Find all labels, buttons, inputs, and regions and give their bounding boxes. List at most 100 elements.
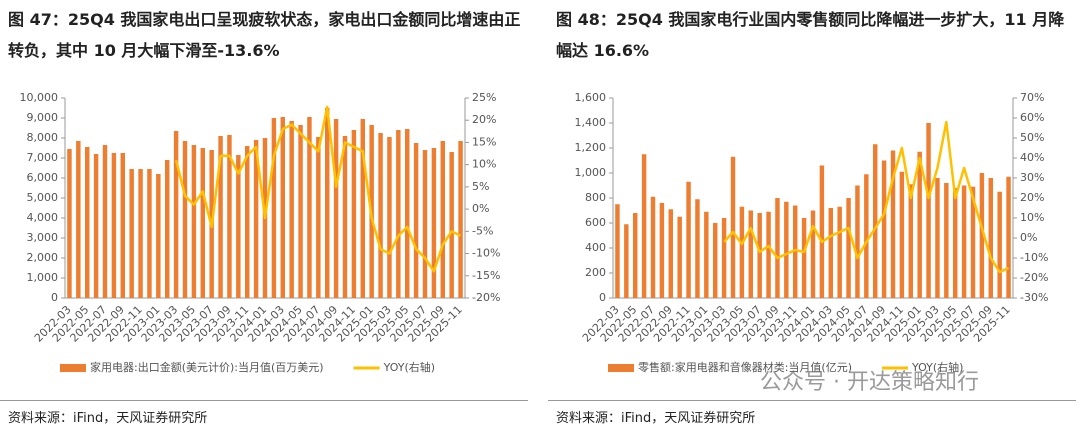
bar — [988, 178, 993, 298]
y2-tick-label: -20% — [1020, 271, 1048, 284]
bar — [449, 152, 454, 298]
bar — [615, 204, 620, 298]
y2-tick-label: -10% — [1020, 251, 1048, 264]
bar — [997, 191, 1002, 298]
bar — [182, 141, 188, 298]
bar — [316, 137, 321, 298]
y2-tick-label: -10% — [472, 247, 500, 260]
bar — [935, 178, 940, 298]
bar — [325, 108, 330, 298]
bar — [953, 188, 958, 298]
y-tick-label: 0 — [599, 291, 606, 304]
bar — [218, 136, 223, 298]
y-tick-label: 400 — [585, 241, 606, 254]
bar — [846, 198, 851, 298]
bar — [147, 169, 152, 298]
bar — [431, 148, 437, 298]
chart: 0 1,000 2,000 3,000 4,000 5,000 6,000 7,000 8,00… — [20, 91, 501, 374]
legend-swatch — [608, 364, 634, 372]
bar — [111, 153, 117, 298]
bar — [961, 185, 967, 298]
y2-tick-label: 0% — [1020, 231, 1037, 244]
y-tick-label: 5,000 — [27, 191, 59, 204]
bar — [440, 141, 445, 298]
source: 资料来源：iFind，天风证券研究所 — [556, 411, 756, 426]
bar — [837, 206, 842, 298]
y-tick-label: 1,400 — [575, 116, 607, 129]
bar — [1006, 176, 1011, 298]
bar — [280, 117, 285, 298]
y-tick-label: 1,000 — [27, 271, 59, 284]
y-tick-label: 6,000 — [27, 171, 59, 184]
bar — [165, 160, 170, 298]
bar — [120, 153, 125, 298]
y-tick-label: 4,000 — [27, 211, 59, 224]
bar — [413, 143, 419, 298]
bar — [227, 135, 232, 298]
bar — [970, 186, 976, 298]
legend-label: YOY(右轴) — [383, 360, 435, 374]
y2-tick-label: 10% — [1020, 211, 1044, 224]
y2-tick-label: 40% — [1020, 151, 1044, 164]
bar — [129, 169, 134, 298]
bar — [253, 140, 259, 298]
bar — [650, 196, 656, 298]
bar — [721, 218, 727, 298]
bar — [405, 129, 410, 298]
bar — [793, 205, 798, 298]
y2-tick-label: 15% — [472, 135, 496, 148]
y-tick-label: 7,000 — [27, 151, 59, 164]
bar — [695, 199, 700, 298]
bar — [979, 173, 985, 298]
y2-tick-label: -30% — [1020, 291, 1048, 304]
y-tick-label: 10,000 — [20, 91, 59, 104]
bar — [713, 223, 718, 298]
bar — [156, 174, 161, 298]
source: 资料来源：iFind，天风证券研究所 — [8, 411, 208, 426]
legend-label: YOY(右轴) — [911, 360, 963, 374]
legend-swatch — [60, 364, 86, 372]
bar — [801, 218, 807, 298]
bar — [85, 147, 90, 298]
bar — [819, 165, 825, 298]
bar — [668, 209, 673, 298]
y2-tick-label: 20% — [1020, 191, 1044, 204]
y-tick-label: 1,200 — [575, 141, 607, 154]
y-tick-label: 1,600 — [575, 91, 607, 104]
bar — [944, 183, 949, 298]
bar — [748, 210, 753, 298]
y2-tick-label: 25% — [472, 91, 496, 104]
bar — [864, 174, 869, 298]
bar — [828, 208, 833, 298]
bar — [289, 121, 294, 298]
bar — [387, 137, 392, 298]
bar — [76, 141, 81, 298]
watermark: 公众号 · 开达策略知行 — [760, 370, 979, 395]
y-tick-label: 200 — [585, 266, 606, 279]
bar — [351, 130, 357, 298]
y2-tick-label: 5% — [472, 180, 489, 193]
bar — [926, 123, 931, 298]
bar — [890, 150, 896, 298]
bar — [333, 119, 339, 298]
y2-tick-label: 30% — [1020, 171, 1044, 184]
bar — [342, 136, 348, 298]
bar — [458, 141, 463, 298]
bar — [67, 149, 72, 298]
chart: 0 200 400 600 800 1,000 1,200 1,400 1,600 -30% -20… — [575, 91, 1049, 374]
bar — [917, 151, 922, 298]
y2-tick-label: 70% — [1020, 91, 1044, 104]
bar — [659, 203, 665, 298]
bar — [757, 213, 762, 298]
chart-title: 图 48：25Q4 我国家电行业国内零售额同比降幅进一步扩大，11 月降幅达 1… — [556, 10, 1065, 60]
bar — [236, 155, 241, 298]
y2-tick-label: 50% — [1020, 131, 1044, 144]
y-tick-label: 3,000 — [27, 231, 59, 244]
bar — [784, 201, 789, 298]
bar — [93, 154, 99, 298]
y-tick-label: 2,000 — [27, 251, 59, 264]
bar — [677, 216, 682, 298]
bar — [775, 198, 780, 298]
bar — [881, 160, 887, 298]
